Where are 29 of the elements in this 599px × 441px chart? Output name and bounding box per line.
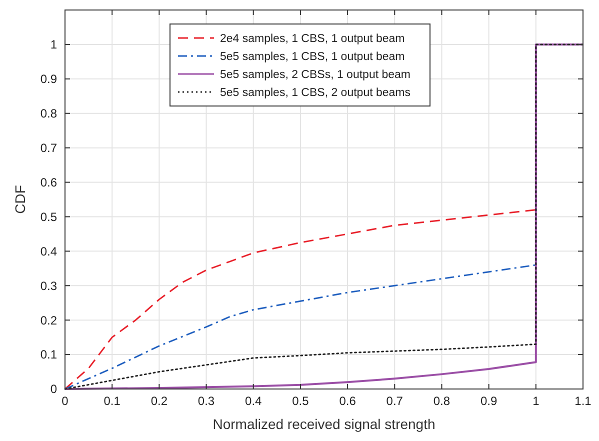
y-tick-label: 0.8 <box>40 106 58 121</box>
x-tick-label: 0.1 <box>104 394 121 408</box>
x-tick-label: 1 <box>532 394 540 408</box>
legend-label: 5e5 samples, 1 CBS, 1 output beam <box>220 51 405 64</box>
y-tick-label: 0 <box>50 382 58 396</box>
x-axis-title: Normalized received signal strength <box>212 416 436 432</box>
y-axis-title: CDF <box>12 185 28 214</box>
x-tick-label: 0.9 <box>480 394 498 408</box>
legend-label: 5e5 samples, 1 CBS, 2 output beams <box>220 87 411 100</box>
legend-label: 5e5 samples, 2 CBSs, 1 output beam <box>220 69 410 82</box>
y-tick-label: 0.1 <box>40 348 58 362</box>
x-tick-label: 0.5 <box>292 394 310 408</box>
x-tick-label: 0.4 <box>245 394 262 408</box>
x-tick-label: 0.3 <box>198 394 215 408</box>
x-tick-label: 0.7 <box>386 394 404 408</box>
y-tick-label: 0.2 <box>40 313 58 328</box>
x-tick-label: 0.2 <box>150 394 168 408</box>
y-tick-label: 0.9 <box>40 72 58 86</box>
x-tick-label: 0.8 <box>433 394 450 408</box>
x-tick-label: 0 <box>62 394 69 408</box>
y-tick-label: 0.3 <box>40 278 58 293</box>
y-tick-label: 1 <box>50 38 58 52</box>
y-tick-label: 0.4 <box>40 244 58 258</box>
y-tick-label: 0.5 <box>40 210 58 224</box>
legend-label: 2e4 samples, 1 CBS, 1 output beam <box>220 33 405 46</box>
x-tick-label: 1.1 <box>574 394 592 408</box>
y-tick-label: 0.6 <box>40 175 58 190</box>
y-tick-label: 0.7 <box>40 141 58 156</box>
x-tick-label: 0.6 <box>339 394 356 408</box>
